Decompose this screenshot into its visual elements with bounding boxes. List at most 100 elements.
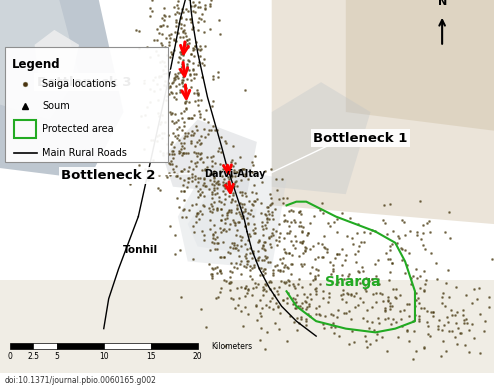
- Point: [371, 273, 379, 279]
- Point: [199, 202, 207, 208]
- Point: [468, 300, 476, 306]
- Point: [249, 202, 257, 208]
- Point: [177, 110, 185, 116]
- Point: [217, 254, 225, 260]
- Point: [244, 220, 252, 226]
- Point: [187, 140, 195, 146]
- Point: [266, 259, 274, 265]
- Point: [195, 216, 203, 223]
- Text: Soum: Soum: [42, 101, 70, 111]
- Polygon shape: [272, 82, 370, 194]
- Point: [223, 210, 231, 216]
- Point: [168, 90, 176, 96]
- Point: [237, 271, 245, 277]
- Point: [184, 179, 192, 186]
- Point: [369, 291, 377, 297]
- Point: [209, 232, 217, 238]
- Point: [178, 115, 186, 121]
- Point: [333, 229, 341, 235]
- Point: [312, 305, 320, 311]
- Point: [275, 284, 283, 290]
- Point: [194, 97, 202, 103]
- Point: [357, 239, 365, 245]
- Point: [183, 66, 191, 72]
- Point: [284, 300, 291, 306]
- Point: [294, 253, 302, 259]
- Point: [368, 227, 375, 233]
- Point: [280, 268, 288, 274]
- Point: [290, 283, 298, 289]
- Point: [175, 150, 183, 156]
- Point: [219, 162, 227, 168]
- Point: [177, 51, 185, 57]
- Point: [410, 328, 418, 335]
- Point: [329, 262, 336, 268]
- Point: [190, 46, 198, 52]
- Point: [177, 25, 185, 32]
- Point: [220, 176, 228, 182]
- Point: [453, 309, 461, 315]
- Point: [185, 164, 193, 171]
- Point: [352, 290, 360, 296]
- Point: [179, 8, 187, 15]
- Point: [175, 148, 183, 154]
- Point: [181, 133, 189, 139]
- Point: [185, 175, 193, 181]
- Point: [151, 74, 159, 80]
- Point: [237, 237, 245, 243]
- Point: [301, 298, 309, 304]
- Point: [192, 162, 200, 169]
- Point: [289, 301, 297, 307]
- Point: [210, 175, 218, 181]
- Point: [197, 140, 205, 146]
- Point: [178, 77, 186, 83]
- Point: [438, 300, 446, 306]
- Point: [176, 69, 184, 75]
- Point: [196, 186, 204, 192]
- Bar: [151, 343, 198, 349]
- Point: [256, 272, 264, 278]
- Point: [417, 305, 425, 311]
- Point: [231, 305, 239, 311]
- Point: [223, 212, 231, 218]
- Point: [413, 231, 421, 238]
- Point: [227, 279, 235, 285]
- Point: [261, 247, 269, 253]
- Point: [254, 281, 262, 287]
- Point: [189, 178, 197, 184]
- Point: [198, 211, 206, 217]
- Point: [238, 243, 246, 249]
- Point: [228, 196, 236, 202]
- Point: [226, 274, 234, 280]
- Point: [141, 112, 149, 118]
- Point: [174, 132, 182, 139]
- Point: [176, 247, 184, 253]
- Point: [291, 285, 299, 291]
- Text: Darvi-Altay: Darvi-Altay: [204, 169, 265, 179]
- Point: [174, 30, 182, 36]
- Point: [170, 71, 178, 77]
- Point: [465, 326, 473, 333]
- Point: [415, 318, 423, 324]
- Point: [224, 174, 232, 181]
- Point: [314, 267, 322, 273]
- Point: [196, 156, 204, 162]
- Point: [405, 250, 412, 256]
- Point: [175, 54, 183, 60]
- Point: [244, 236, 252, 243]
- Point: [272, 320, 280, 326]
- Point: [252, 284, 260, 290]
- Point: [452, 284, 459, 290]
- Point: [412, 297, 420, 303]
- Point: [250, 264, 258, 270]
- Point: [172, 73, 180, 79]
- Point: [261, 270, 269, 276]
- Point: [175, 204, 183, 210]
- Point: [179, 108, 187, 114]
- Point: [219, 201, 227, 208]
- Point: [199, 159, 207, 165]
- Point: [283, 230, 291, 236]
- Point: [216, 289, 224, 295]
- Point: [155, 172, 163, 178]
- Point: [125, 181, 133, 187]
